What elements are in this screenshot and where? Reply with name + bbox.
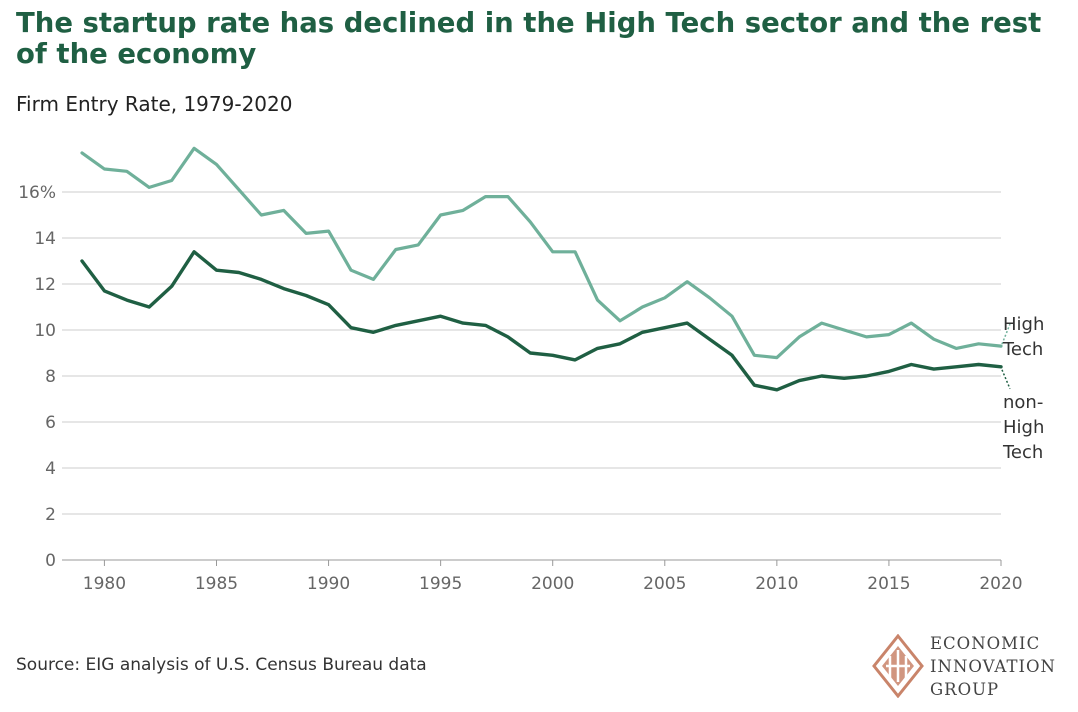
x-tick-label: 1995 bbox=[419, 574, 462, 594]
series-label-high-tech: Tech bbox=[1002, 339, 1043, 360]
x-tick-label: 1980 bbox=[83, 574, 126, 594]
y-tick-label: 16% bbox=[18, 183, 56, 203]
logo-line-3: GROUP bbox=[930, 680, 1000, 699]
y-tick-label: 8 bbox=[45, 367, 56, 387]
y-tick-label: 12 bbox=[34, 275, 56, 295]
eig-logo: ECONOMIC INNOVATION GROUP bbox=[872, 632, 1072, 702]
series-line-high-tech bbox=[80, 146, 1003, 360]
series-lines bbox=[80, 146, 1003, 392]
series-label-non-high-tech: Tech bbox=[1002, 442, 1043, 463]
logo-line-2: INNOVATION bbox=[930, 657, 1056, 676]
x-tick-label: 1990 bbox=[307, 574, 350, 594]
series-label-non-high-tech: High bbox=[1003, 417, 1044, 438]
x-tick-label: 2010 bbox=[755, 574, 798, 594]
logo-line-1: ECONOMIC bbox=[930, 634, 1041, 653]
x-tick-label: 2005 bbox=[643, 574, 686, 594]
y-tick-label: 10 bbox=[34, 321, 56, 341]
series-label-high-tech: High bbox=[1003, 314, 1044, 335]
x-tick-label: 2015 bbox=[867, 574, 910, 594]
y-tick-label: 14 bbox=[34, 229, 56, 249]
chart-title: The startup rate has declined in the Hig… bbox=[16, 7, 1042, 70]
y-tick-label: 6 bbox=[45, 413, 56, 433]
source-note: Source: EIG analysis of U.S. Census Bure… bbox=[16, 655, 427, 675]
chart-subtitle: Firm Entry Rate, 1979-2020 bbox=[16, 92, 293, 116]
x-tick-label: 2000 bbox=[531, 574, 574, 594]
x-axis-ticks: 1980 1985 1990 1995 2000 2005 2010 2015 2020 bbox=[83, 560, 1023, 594]
y-axis-ticks: 0 2 4 6 8 10 12 14 16% bbox=[18, 183, 56, 571]
series-line-non-high-tech bbox=[80, 250, 1003, 392]
y-tick-label: 0 bbox=[45, 551, 56, 571]
x-tick-label: 2020 bbox=[979, 574, 1022, 594]
series-label-non-high-tech: non- bbox=[1003, 392, 1043, 413]
y-tick-label: 2 bbox=[45, 505, 56, 525]
y-tick-label: 4 bbox=[45, 459, 56, 479]
label-leader-non-high-tech bbox=[1001, 369, 1011, 390]
logo-diamond-icon bbox=[872, 634, 924, 698]
label-leader-high-tech bbox=[1001, 323, 1011, 345]
series-labels: High Tech non- High Tech bbox=[1001, 314, 1044, 463]
gridlines bbox=[62, 191, 1001, 561]
x-tick-label: 1985 bbox=[195, 574, 238, 594]
logo-wordmark: ECONOMIC INNOVATION GROUP bbox=[930, 632, 1056, 701]
